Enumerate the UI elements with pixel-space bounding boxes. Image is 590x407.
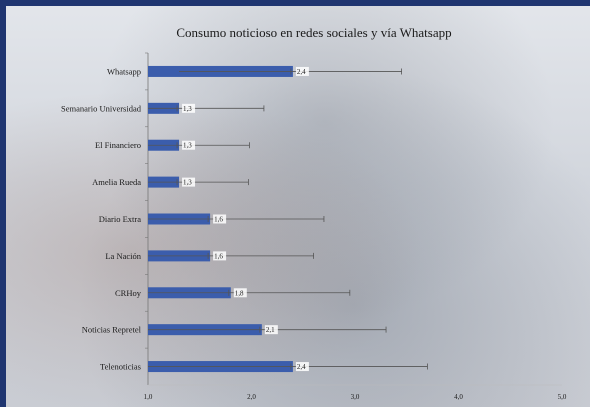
category-label: El Financiero <box>95 140 141 150</box>
value-label: 1,8 <box>235 289 244 297</box>
category-label: Diario Extra <box>99 214 141 224</box>
x-tick-label: 3,0 <box>351 393 360 401</box>
value-label-bg <box>295 66 309 76</box>
value-label: 2,4 <box>297 68 306 76</box>
value-label: 1,6 <box>214 252 223 260</box>
chart-title: Consumo noticioso en redes sociales y ví… <box>176 25 451 40</box>
value-label: 1,6 <box>214 216 223 224</box>
value-label-bg <box>182 177 196 187</box>
value-label-bg <box>233 288 247 298</box>
value-label-bg <box>182 140 196 150</box>
value-label-bg <box>213 251 227 261</box>
value-label: 2,4 <box>297 363 306 371</box>
value-label-bg <box>213 214 227 224</box>
category-label: Amelia Rueda <box>92 177 141 187</box>
category-label: CRHoy <box>115 288 142 298</box>
value-label: 1,3 <box>183 142 192 150</box>
x-tick-label: 1,0 <box>144 393 153 401</box>
category-label: Whatsapp <box>107 66 141 76</box>
x-tick-label: 4,0 <box>454 393 463 401</box>
value-label-bg <box>182 103 196 113</box>
value-label: 2,1 <box>266 326 275 334</box>
category-label: La Nación <box>105 251 141 261</box>
category-label: Noticias Repretel <box>82 325 142 335</box>
category-label: Telenoticias <box>100 362 141 372</box>
value-label: 1,3 <box>183 179 192 187</box>
value-label-bg <box>295 362 309 372</box>
value-label-bg <box>264 325 278 335</box>
x-tick-label: 2,0 <box>247 393 256 401</box>
category-label: Semanario Universidad <box>61 103 142 113</box>
x-tick-label: 5,0 <box>558 393 567 401</box>
value-label: 1,3 <box>183 105 192 113</box>
